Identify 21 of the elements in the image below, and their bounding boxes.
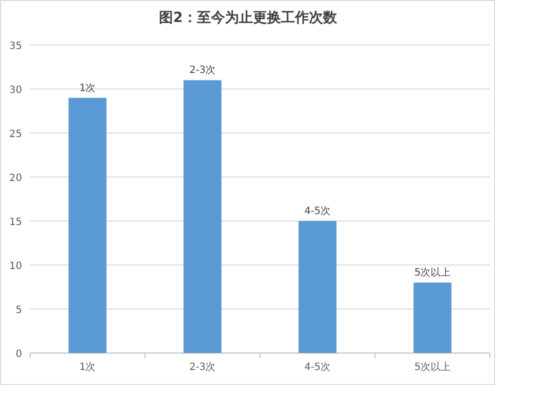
y-tick-label: 0 (16, 349, 22, 360)
x-tick-label: 2-3次 (189, 362, 216, 373)
y-tick-label: 30 (9, 85, 22, 96)
x-tick-label: 4-5次 (304, 362, 331, 373)
bar (414, 282, 452, 353)
x-tick-label: 5次以上 (414, 361, 451, 373)
y-tick-label: 25 (9, 129, 22, 140)
bar (68, 98, 106, 353)
bar (298, 221, 336, 353)
annotation: 5次以上 (414, 266, 451, 279)
annotation: 2-3次 (189, 65, 216, 76)
y-tick-label: 15 (9, 217, 22, 228)
y-tick-label: 5 (16, 305, 22, 316)
annotation: 4-5次 (304, 206, 331, 217)
annotation: 1次 (79, 82, 96, 94)
y-tick-label: 20 (9, 173, 22, 184)
chart-title: 图2：至今为止更换工作次数 (159, 10, 338, 26)
bar (184, 80, 222, 353)
x-tick-label: 1次 (79, 362, 96, 373)
y-tick-label: 35 (9, 41, 22, 52)
y-tick-label: 10 (9, 261, 22, 272)
